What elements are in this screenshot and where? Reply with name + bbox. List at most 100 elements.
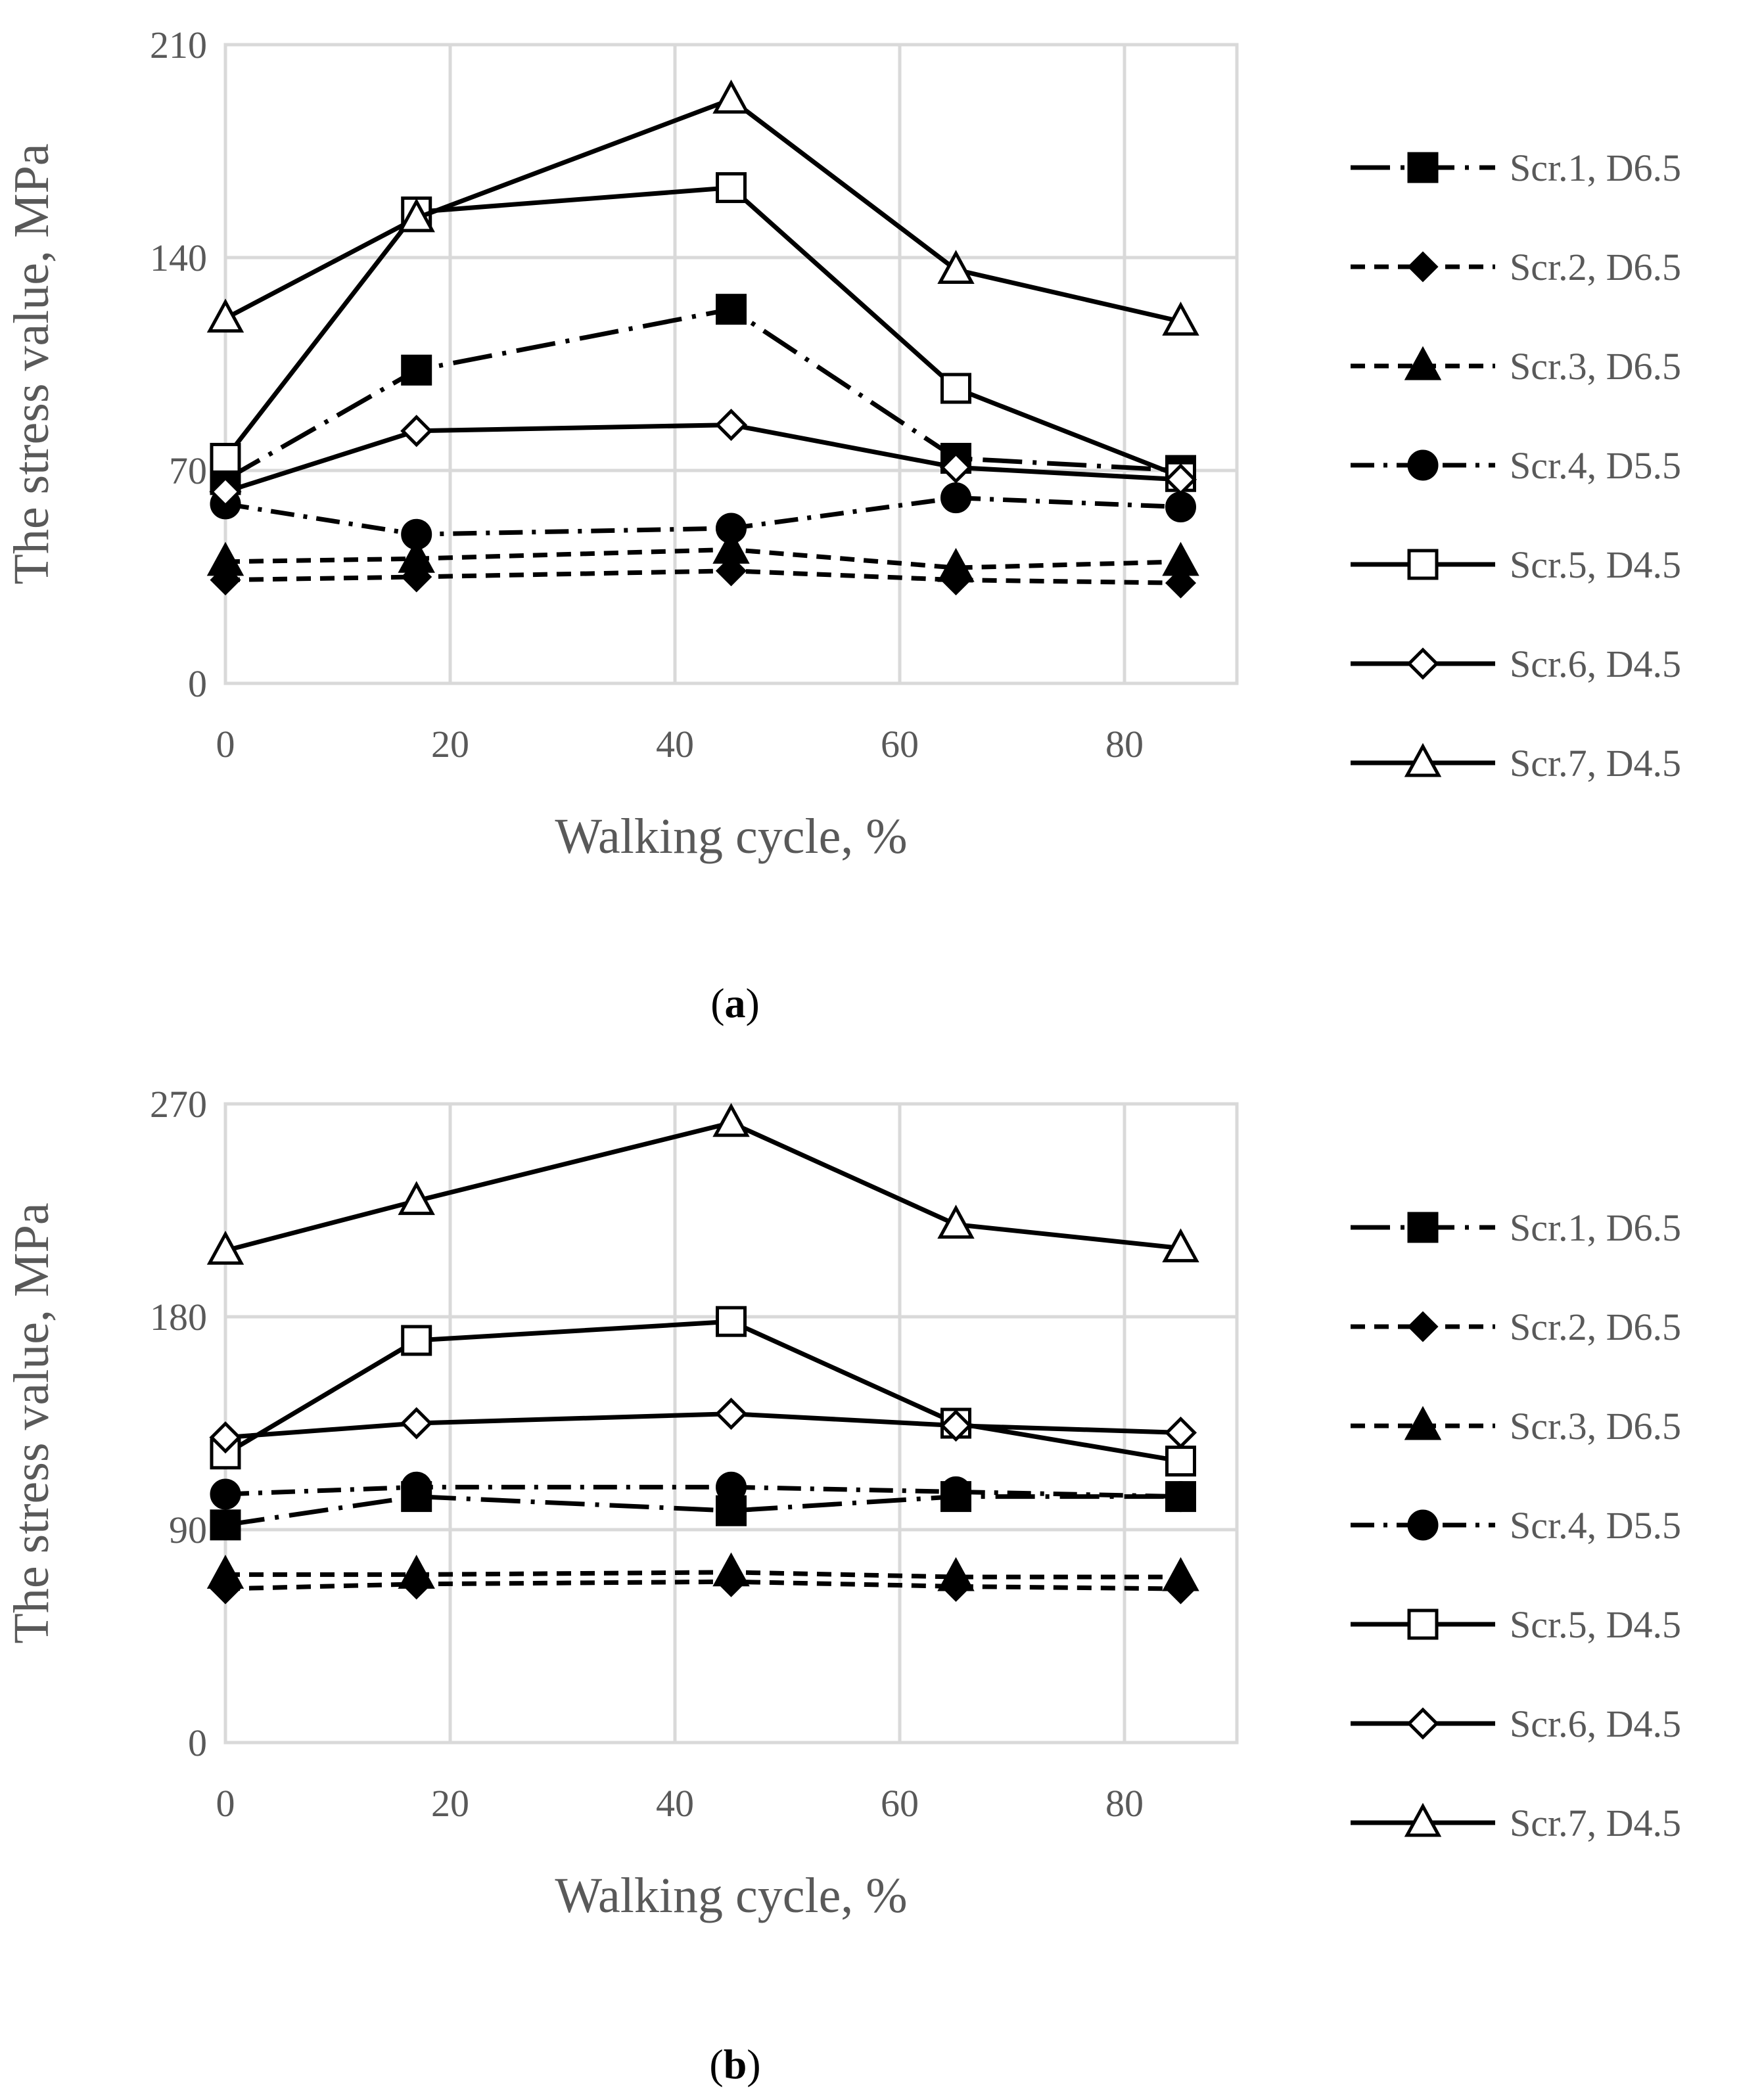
data-point [712, 1103, 750, 1137]
x-axis-title: Walking cycle, % [555, 809, 907, 864]
legend-label: Scr.6, D4.5 [1510, 1702, 1681, 1745]
x-tick-label: 40 [656, 1782, 694, 1825]
data-point [715, 555, 747, 587]
data-point [712, 530, 750, 564]
legend-item: Scr.1, D6.5 [1351, 147, 1681, 189]
legend-label: Scr.7, D4.5 [1510, 742, 1681, 785]
data-point [716, 1306, 747, 1337]
series-5 [210, 172, 1196, 492]
series-line [224, 1319, 1182, 1464]
data-point [716, 513, 747, 544]
data-point [940, 373, 971, 404]
data-point [714, 1398, 748, 1430]
legend: Scr.1, D6.5 Scr.2, D6.5 Scr.3, D6.5 Scr.4, … [1351, 1206, 1681, 1844]
legend-label: Scr.2, D6.5 [1510, 246, 1681, 288]
legend-marker [1407, 549, 1439, 580]
data-point [401, 1325, 432, 1356]
x-tick-label: 20 [431, 1782, 469, 1825]
legend-marker [1404, 742, 1442, 777]
y-tick-label: 270 [150, 1083, 207, 1126]
series-line [225, 1411, 1181, 1440]
x-tick-label: 0 [216, 723, 235, 765]
series-3 [206, 530, 1199, 582]
data-point [712, 1552, 750, 1587]
legend-marker [1407, 251, 1439, 283]
series-6 [209, 1398, 1197, 1454]
series-7 [206, 80, 1199, 336]
legend-label: Scr.4, D5.5 [1510, 444, 1681, 487]
y-axis-title: The stress value, MPa [4, 143, 59, 584]
series-6 [209, 409, 1197, 508]
panel-caption: (a) [710, 980, 760, 1026]
legend-marker [1404, 346, 1442, 380]
legend-label: Scr.7, D4.5 [1510, 1802, 1681, 1844]
data-point [206, 541, 244, 576]
data-point [937, 1204, 975, 1239]
data-point [712, 80, 750, 114]
data-point [1162, 541, 1199, 576]
data-point [210, 1478, 241, 1510]
series-line [225, 1579, 1181, 1591]
series-4 [210, 1471, 1196, 1513]
x-tick-label: 0 [216, 1782, 235, 1825]
y-tick-label: 0 [188, 662, 207, 705]
legend-item: Scr.6, D4.5 [1351, 643, 1681, 685]
data-point [1165, 1481, 1196, 1513]
series-3 [206, 1552, 1199, 1591]
data-point [716, 1471, 747, 1503]
legend-label: Scr.5, D4.5 [1510, 543, 1681, 586]
legend-label: Scr.1, D6.5 [1510, 1206, 1681, 1249]
x-tick-label: 40 [656, 723, 694, 765]
legend-marker [1407, 152, 1439, 183]
data-point [937, 547, 975, 582]
y-tick-label: 180 [150, 1296, 207, 1338]
legend-item: Scr.4, D5.5 [1351, 1504, 1681, 1547]
legend-label: Scr.1, D6.5 [1510, 147, 1681, 189]
data-point [210, 442, 241, 474]
legend-marker [1407, 1311, 1439, 1342]
y-tick-label: 90 [169, 1509, 207, 1551]
x-tick-label: 80 [1105, 723, 1144, 765]
series-7 [206, 1103, 1199, 1265]
data-point [937, 1557, 975, 1591]
x-tick-label: 60 [881, 1782, 919, 1825]
legend-item: Scr.2, D6.5 [1351, 1306, 1681, 1348]
data-point [939, 1409, 973, 1442]
legend-label: Scr.5, D4.5 [1510, 1603, 1681, 1646]
plot-area [223, 43, 1239, 685]
legend-item: Scr.6, D4.5 [1351, 1702, 1681, 1745]
data-point [400, 1407, 433, 1440]
legend-item: Scr.4, D5.5 [1351, 444, 1681, 487]
series-4 [210, 482, 1196, 550]
legend-item: Scr.3, D6.5 [1351, 1405, 1681, 1448]
data-point [210, 1509, 241, 1541]
data-point [1165, 567, 1197, 599]
data-point [209, 1421, 242, 1454]
data-point [398, 198, 435, 233]
legend-item: Scr.2, D6.5 [1351, 246, 1681, 288]
legend-label: Scr.4, D5.5 [1510, 1504, 1681, 1547]
panel-label: a [725, 980, 746, 1026]
data-point [1162, 1557, 1199, 1591]
legend-marker [1407, 1609, 1439, 1640]
data-point [401, 1471, 432, 1503]
legend-item: Scr.5, D4.5 [1351, 1603, 1681, 1646]
data-point [206, 1230, 244, 1265]
y-tick-label: 210 [150, 24, 207, 66]
data-point [1164, 463, 1197, 496]
series-line [225, 495, 1181, 537]
data-point [716, 294, 747, 325]
data-point [206, 1555, 244, 1589]
y-tick-label: 140 [150, 237, 207, 279]
data-point [1162, 301, 1199, 336]
data-point [940, 482, 971, 514]
data-point [937, 250, 975, 285]
legend-item: Scr.3, D6.5 [1351, 345, 1681, 388]
legend-marker [1407, 1212, 1439, 1243]
legend-item: Scr.7, D4.5 [1351, 742, 1681, 785]
series-line [225, 547, 1181, 570]
data-point [398, 1181, 435, 1216]
legend-label: Scr.6, D4.5 [1510, 643, 1681, 685]
legend-label: Scr.2, D6.5 [1510, 1306, 1681, 1348]
series-line [225, 1120, 1181, 1253]
